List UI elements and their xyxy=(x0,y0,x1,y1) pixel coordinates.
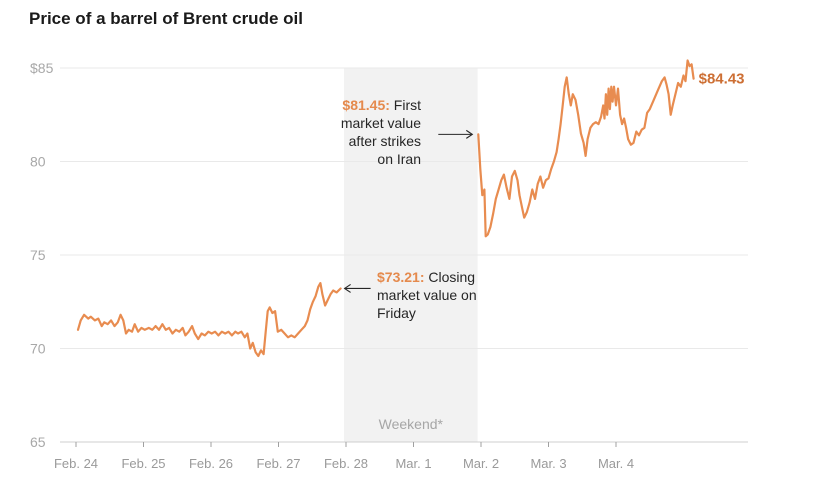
x-tick-label: Feb. 27 xyxy=(256,456,300,471)
friday-close-annotation-line: Friday xyxy=(377,305,416,321)
x-tick-label: Feb. 28 xyxy=(324,456,368,471)
first-after-strikes-annotation-line: market value xyxy=(341,115,421,131)
x-tick-label: Mar. 1 xyxy=(395,456,431,471)
x-tick-label: Feb. 24 xyxy=(54,456,98,471)
y-tick-label: 80 xyxy=(30,154,46,170)
y-tick-label: 65 xyxy=(30,434,46,450)
x-tick-label: Mar. 2 xyxy=(463,456,499,471)
last-value-label: $84.43 xyxy=(699,71,745,88)
friday-close-annotation: $73.21: Closing xyxy=(377,269,475,285)
y-tick-label: $85 xyxy=(30,60,54,76)
x-tick-label: Mar. 4 xyxy=(598,456,634,471)
friday-close-arrow xyxy=(343,284,371,293)
first-after-strikes-annotation-line: after strikes xyxy=(349,133,421,149)
first-after-strikes-annotation: $81.45: First xyxy=(342,97,421,113)
first-after-strikes-annotation-line: on Iran xyxy=(377,151,421,167)
friday-close-value: $73.21: xyxy=(377,269,424,285)
y-tick-label: 75 xyxy=(30,247,46,263)
x-tick-label: Feb. 25 xyxy=(121,456,165,471)
chart-title: Price of a barrel of Brent crude oil xyxy=(29,9,303,28)
price-line xyxy=(76,59,695,358)
friday-close-annotation-line: market value on xyxy=(377,287,477,303)
x-tick-label: Feb. 26 xyxy=(189,456,233,471)
x-tick-label: Mar. 3 xyxy=(530,456,566,471)
y-tick-label: 70 xyxy=(30,341,46,357)
first-after-strikes-value: $81.45: xyxy=(342,97,389,113)
weekend-label: Weekend* xyxy=(379,416,444,432)
first-after-strikes-arrow xyxy=(438,129,474,139)
